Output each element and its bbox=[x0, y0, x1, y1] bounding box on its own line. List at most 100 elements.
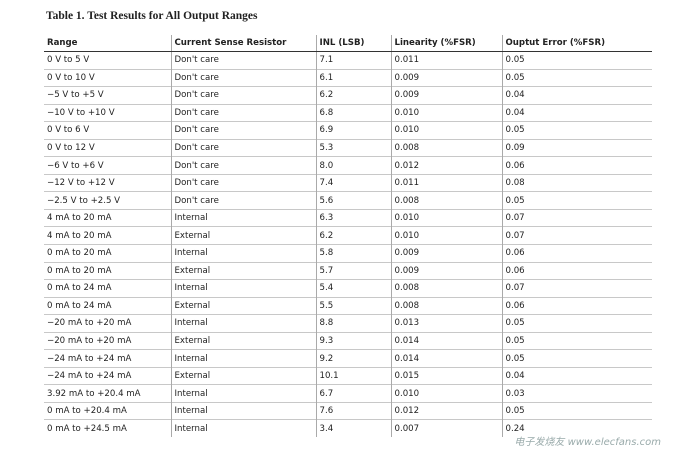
table-cell: 0.08 bbox=[501, 173, 652, 192]
table-cell: 0.24 bbox=[501, 419, 652, 438]
table-cell: 0.07 bbox=[501, 226, 652, 245]
table-cell: −20 mA to +20 mA bbox=[44, 331, 171, 350]
table-cell: 6.8 bbox=[315, 103, 391, 122]
table-cell: Internal bbox=[170, 384, 316, 403]
table-cell: 0 mA to 20 mA bbox=[44, 244, 171, 263]
table-cell: 0.09 bbox=[501, 138, 652, 157]
table-row: 4 mA to 20 mA External 6.2 0.010 0.07 bbox=[44, 226, 652, 245]
table-cell: 5.5 bbox=[315, 296, 391, 315]
table-row: −6 V to +6 V Don't care 8.0 0.012 0.06 bbox=[44, 156, 652, 175]
table-cell: Internal bbox=[170, 244, 316, 263]
table-cell: 5.8 bbox=[315, 244, 391, 263]
table-cell: Internal bbox=[170, 419, 316, 438]
table-cell: −20 mA to +20 mA bbox=[44, 314, 171, 333]
table-row: 0 V to 5 V Don't care 7.1 0.011 0.05 bbox=[44, 51, 652, 70]
table-cell: 3.4 bbox=[315, 419, 391, 438]
table-row: −20 mA to +20 mA External 9.3 0.014 0.05 bbox=[44, 331, 652, 350]
column-header: Current Sense Resistor bbox=[170, 35, 316, 52]
watermark: 电子发烧友 www.elecfans.com bbox=[514, 437, 661, 448]
table-cell: 6.1 bbox=[315, 68, 391, 87]
table-row: 0 mA to 20 mA External 5.7 0.009 0.06 bbox=[44, 261, 652, 280]
table-cell: Internal bbox=[170, 349, 316, 368]
table-cell: Don't care bbox=[170, 156, 316, 175]
table-cell: 0.05 bbox=[501, 401, 652, 420]
table-cell: 0 V to 5 V bbox=[44, 51, 171, 70]
table-cell: −12 V to +12 V bbox=[44, 173, 171, 192]
table-cell: 0 mA to +24.5 mA bbox=[44, 419, 171, 438]
table-row: 0 V to 12 V Don't care 5.3 0.008 0.09 bbox=[44, 138, 652, 157]
table-row: −12 V to +12 V Don't care 7.4 0.011 0.08 bbox=[44, 173, 652, 192]
table-cell: 0.07 bbox=[501, 279, 652, 298]
table-cell: 0.009 bbox=[390, 244, 502, 263]
table-cell: Don't care bbox=[170, 68, 316, 87]
table-cell: 6.7 bbox=[315, 384, 391, 403]
table-cell: Don't care bbox=[170, 51, 316, 70]
results-table: Range Current Sense Resistor INL (LSB) Line… bbox=[44, 35, 652, 438]
table-cell: 0.010 bbox=[390, 103, 502, 122]
table-body: 0 V to 5 V Don't care 7.1 0.011 0.05 0 V to 1… bbox=[44, 51, 652, 438]
table-row: 4 mA to 20 mA Internal 6.3 0.010 0.07 bbox=[44, 208, 652, 227]
table-row: −24 mA to +24 mA External 10.1 0.015 0.04 bbox=[44, 366, 652, 385]
table-cell: 5.4 bbox=[315, 279, 391, 298]
column-header: Range bbox=[44, 35, 171, 52]
table-row: −10 V to +10 V Don't care 6.8 0.010 0.04 bbox=[44, 103, 652, 122]
table-cell: Don't care bbox=[170, 86, 316, 105]
table-cell: 5.6 bbox=[315, 191, 391, 210]
table-cell: −24 mA to +24 mA bbox=[44, 349, 171, 368]
table-cell: 5.3 bbox=[315, 138, 391, 157]
table-cell: Don't care bbox=[170, 173, 316, 192]
table-cell: 0.04 bbox=[501, 86, 652, 105]
table-cell: Internal bbox=[170, 401, 316, 420]
table-cell: Don't care bbox=[170, 103, 316, 122]
table-cell: 0.04 bbox=[501, 366, 652, 385]
table-cell: 0.008 bbox=[390, 191, 502, 210]
table-row: 0 mA to 24 mA External 5.5 0.008 0.06 bbox=[44, 296, 652, 315]
table-cell: 0.05 bbox=[501, 68, 652, 87]
table-row: −24 mA to +24 mA Internal 9.2 0.014 0.05 bbox=[44, 349, 652, 368]
table-cell: −6 V to +6 V bbox=[44, 156, 171, 175]
table-cell: 0.011 bbox=[390, 51, 502, 70]
column-header: Linearity (%FSR) bbox=[390, 35, 502, 52]
table-cell: 0.008 bbox=[390, 279, 502, 298]
table-cell: 6.3 bbox=[315, 208, 391, 227]
table-cell: −10 V to +10 V bbox=[44, 103, 171, 122]
table-cell: 0.010 bbox=[390, 208, 502, 227]
table-cell: 0.07 bbox=[501, 208, 652, 227]
table-cell: External bbox=[170, 226, 316, 245]
table-cell: 0.012 bbox=[390, 401, 502, 420]
table-cell: External bbox=[170, 296, 316, 315]
table-row: 0 mA to 20 mA Internal 5.8 0.009 0.06 bbox=[44, 244, 652, 263]
table-row: 0 mA to 24 mA Internal 5.4 0.008 0.07 bbox=[44, 279, 652, 298]
table-cell: 0.013 bbox=[390, 314, 502, 333]
table-cell: −2.5 V to +2.5 V bbox=[44, 191, 171, 210]
table-cell: 0.009 bbox=[390, 68, 502, 87]
table-cell: Internal bbox=[170, 314, 316, 333]
table-cell: 0.010 bbox=[390, 226, 502, 245]
table-cell: 0.05 bbox=[501, 191, 652, 210]
table-cell: −5 V to +5 V bbox=[44, 86, 171, 105]
table-cell: 0.05 bbox=[501, 121, 652, 140]
table-title: Table 1. Test Results for All Output Ran… bbox=[46, 10, 258, 22]
table-cell: 0.014 bbox=[390, 331, 502, 350]
table-cell: Don't care bbox=[170, 138, 316, 157]
table-cell: 0.03 bbox=[501, 384, 652, 403]
table-cell: Don't care bbox=[170, 121, 316, 140]
table-cell: 3.92 mA to +20.4 mA bbox=[44, 384, 171, 403]
table-cell: 0.008 bbox=[390, 138, 502, 157]
table-cell: 0.06 bbox=[501, 156, 652, 175]
table-cell: Don't care bbox=[170, 191, 316, 210]
table-cell: Internal bbox=[170, 279, 316, 298]
table-row: 0 mA to +24.5 mA Internal 3.4 0.007 0.24 bbox=[44, 419, 652, 438]
table-cell: Internal bbox=[170, 208, 316, 227]
table-cell: External bbox=[170, 261, 316, 280]
table-cell: 0 V to 6 V bbox=[44, 121, 171, 140]
table-row: 0 V to 6 V Don't care 6.9 0.010 0.05 bbox=[44, 121, 652, 140]
table-cell: 0.011 bbox=[390, 173, 502, 192]
table-cell: 8.0 bbox=[315, 156, 391, 175]
table-cell: 7.6 bbox=[315, 401, 391, 420]
table-cell: 7.1 bbox=[315, 51, 391, 70]
table-cell: 6.9 bbox=[315, 121, 391, 140]
table-cell: 0.010 bbox=[390, 384, 502, 403]
table-cell: 0 mA to +20.4 mA bbox=[44, 401, 171, 420]
